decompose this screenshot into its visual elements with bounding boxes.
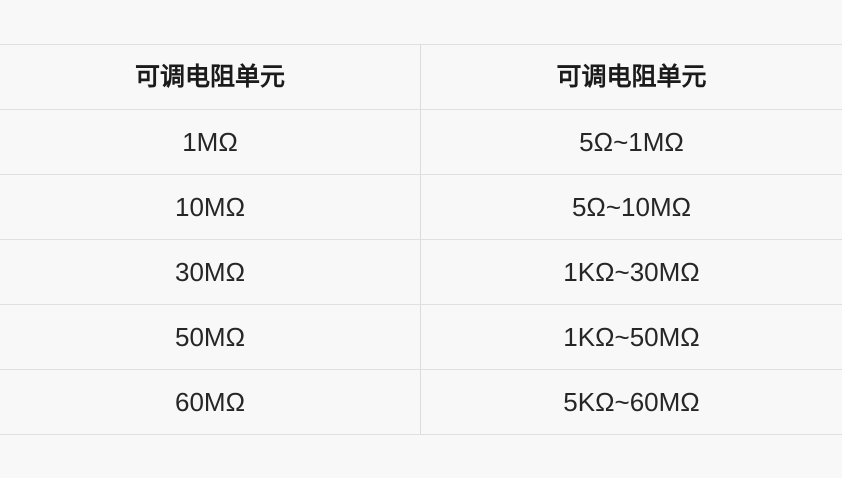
resistance-unit-cell: 10MΩ xyxy=(0,175,421,239)
resistance-range-cell: 5Ω~1MΩ xyxy=(579,127,684,157)
column-header-right: 可调电阻单元 xyxy=(556,62,707,91)
resistor-spec-table: 可调电阻单元 可调电阻单元 1MΩ 5Ω~1MΩ 10MΩ 5Ω~10MΩ 30… xyxy=(0,44,842,435)
column-header-left: 可调电阻单元 xyxy=(0,45,421,109)
table-row: 1MΩ 5Ω~1MΩ xyxy=(0,110,842,175)
resistance-unit-cell: 30MΩ xyxy=(0,240,421,304)
resistance-range-cell: 5KΩ~60MΩ xyxy=(563,387,700,417)
resistance-unit-cell: 1MΩ xyxy=(0,110,421,174)
resistance-range-cell: 1KΩ~50MΩ xyxy=(563,322,700,352)
resistance-unit-cell: 50MΩ xyxy=(0,305,421,369)
resistance-range-cell: 1KΩ~30MΩ xyxy=(563,257,700,287)
table-row: 60MΩ 5KΩ~60MΩ xyxy=(0,370,842,434)
table-row: 10MΩ 5Ω~10MΩ xyxy=(0,175,842,240)
table-header-row: 可调电阻单元 可调电阻单元 xyxy=(0,45,842,110)
resistance-unit-cell: 60MΩ xyxy=(0,370,421,434)
resistance-range-cell: 5Ω~10MΩ xyxy=(571,192,692,222)
table-row: 30MΩ 1KΩ~30MΩ xyxy=(0,240,842,305)
table-row: 50MΩ 1KΩ~50MΩ xyxy=(0,305,842,370)
